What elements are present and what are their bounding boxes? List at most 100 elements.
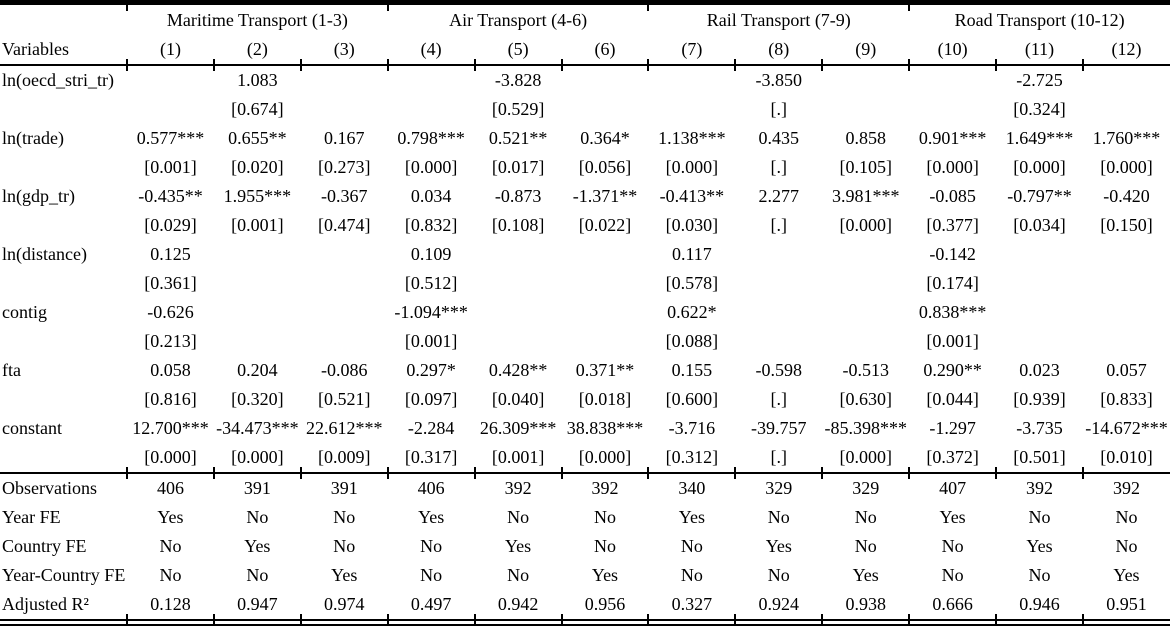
pvalue-cell: [0.317] <box>404 447 458 467</box>
pvalue-row: [0.213] [0.001] [0.088] [0.001] <box>0 327 1170 356</box>
summary-value: Yes <box>157 507 184 527</box>
pvalue-cell: [0.017] <box>491 157 545 177</box>
coefficient-cell: 1.083 <box>212 60 301 95</box>
pvalue-row: [0.816] [0.320] [0.521] [0.097] [0.040] [0.01… <box>0 385 1170 414</box>
variable-label-spacer <box>0 269 127 298</box>
pvalue-cell <box>735 269 822 298</box>
coefficient-cell: 22.612*** <box>306 418 383 438</box>
coefficient-cell: 2.277 <box>758 186 800 206</box>
coefficient-row: ln(oecd_stri_tr) 1.083 -3.828 -3.850 -2.725 <box>0 60 1170 95</box>
coefficient-cell: 0.204 <box>237 360 278 380</box>
summary-value: 392 <box>473 468 562 503</box>
variable-label: ln(oecd_stri_tr) <box>0 64 127 95</box>
pvalue-cell: [0.000] <box>926 157 979 177</box>
coefficient-cell: 0.364* <box>580 128 630 148</box>
coefficient-cell: -0.085 <box>929 186 976 206</box>
summary-value: 391 <box>212 468 301 503</box>
pvalue-cell <box>822 327 909 356</box>
summary-value: 392 <box>560 468 649 503</box>
summary-row: Adjusted R² 0.128 0.947 0.974 0.497 0.942 0.95… <box>0 590 1170 626</box>
column-number-header: (4) <box>420 39 442 59</box>
pvalue-cell: [0.361] <box>144 273 197 293</box>
pvalue-cell: [0.512] <box>404 273 458 293</box>
coefficient-cell: 0.117 <box>671 244 712 264</box>
pvalue-cell <box>909 95 996 124</box>
summary-value: 329 <box>821 468 910 503</box>
coefficient-cell: -0.420 <box>1103 186 1150 206</box>
coefficient-cell: 0.655** <box>228 128 287 148</box>
pvalue-cell: [0.000] <box>1013 157 1066 177</box>
summary-value: No <box>159 536 182 556</box>
pvalue-cell: [.] <box>770 215 788 235</box>
summary-value: Yes <box>1113 565 1140 585</box>
coefficient-cell: 0.297* <box>406 360 456 380</box>
corner-cell <box>0 3 127 36</box>
coefficient-row: ln(gdp_tr) -0.435** 1.955*** -0.367 0.034 -0.… <box>0 182 1170 211</box>
summary-value: No <box>593 507 616 527</box>
pvalue-cell <box>1083 95 1170 124</box>
pvalue-cell: [0.174] <box>926 273 979 293</box>
pvalue-cell <box>648 95 735 124</box>
summary-value: No <box>680 536 703 556</box>
summary-value: 0.666 <box>908 590 997 626</box>
summary-value: 0.924 <box>734 590 823 626</box>
coefficient-cell: 1.760*** <box>1092 128 1161 148</box>
pvalue-cell <box>388 95 475 124</box>
summary-label: Country FE <box>2 536 87 556</box>
pvalue-cell <box>735 327 822 356</box>
summary-value: Yes <box>331 565 358 585</box>
pvalue-cell: [0.000] <box>144 447 197 467</box>
coefficient-cell <box>214 240 301 269</box>
summary-value: 0.327 <box>647 590 736 626</box>
column-group-header: Maritime Transport (1-3) <box>126 0 388 36</box>
summary-value: No <box>507 507 530 527</box>
pvalue-cell: [0.816] <box>144 389 197 409</box>
summary-value: 406 <box>126 468 214 503</box>
summary-value: 0.951 <box>1081 590 1170 626</box>
coefficient-row: constant 12.700*** -34.473*** 22.612*** -2.2… <box>0 414 1170 443</box>
pvalue-cell: [0.501] <box>1013 447 1066 467</box>
summary-label: Year-Country FE <box>2 565 126 585</box>
coefficient-cell: 0.838*** <box>918 302 987 322</box>
pvalue-cell: [0.108] <box>491 215 545 235</box>
coefficient-cell <box>908 60 997 95</box>
variable-label-spacer <box>0 211 127 240</box>
summary-value: No <box>1115 507 1138 527</box>
summary-value: Yes <box>418 507 445 527</box>
coefficient-cell: -3.828 <box>473 60 562 95</box>
variable-label-spacer <box>0 95 127 124</box>
pvalue-cell: [0.213] <box>144 331 197 351</box>
pvalue-cell: [0.521] <box>318 389 371 409</box>
pvalue-cell <box>562 95 649 124</box>
coefficient-cell: -0.367 <box>321 186 368 206</box>
coefficient-cell: 0.023 <box>1019 360 1060 380</box>
summary-value: 329 <box>734 468 823 503</box>
pvalue-cell: [.] <box>770 157 788 177</box>
pvalue-cell: [0.034] <box>1013 215 1066 235</box>
coefficient-cell: 0.125 <box>150 244 191 264</box>
summary-row: Country FE No Yes No No Yes No No Yes No No Yes No <box>0 532 1170 561</box>
column-group-row: Maritime Transport (1-3) Air Transport (4… <box>0 0 1170 36</box>
variables-header: Variables <box>2 39 69 59</box>
pvalue-cell: [0.029] <box>144 215 197 235</box>
pvalue-cell: [0.000] <box>839 447 892 467</box>
pvalue-cell: [0.088] <box>665 331 719 351</box>
summary-value: No <box>767 507 790 527</box>
pvalue-cell: [0.001] <box>144 157 197 177</box>
column-number-header: (12) <box>1111 39 1142 59</box>
column-group-header: Rail Transport (7-9) <box>647 0 909 36</box>
coefficient-cell <box>562 240 649 269</box>
coefficient-cell <box>735 298 822 327</box>
summary-value: 407 <box>908 468 997 503</box>
pvalue-row: [0.029] [0.001] [0.474] [0.832] [0.108] [0.02… <box>0 211 1170 240</box>
pvalue-cell: [0.001] <box>491 447 545 467</box>
coefficient-cell <box>996 240 1083 269</box>
coefficient-cell: -1.371** <box>572 186 638 206</box>
coefficient-cell: 0.371** <box>575 360 635 380</box>
pvalue-cell <box>301 269 388 298</box>
coefficient-cell: -1.094*** <box>394 302 468 322</box>
coefficient-cell <box>475 240 562 269</box>
coefficient-cell: -0.873 <box>494 186 542 206</box>
column-number-header: (11) <box>1024 39 1055 59</box>
